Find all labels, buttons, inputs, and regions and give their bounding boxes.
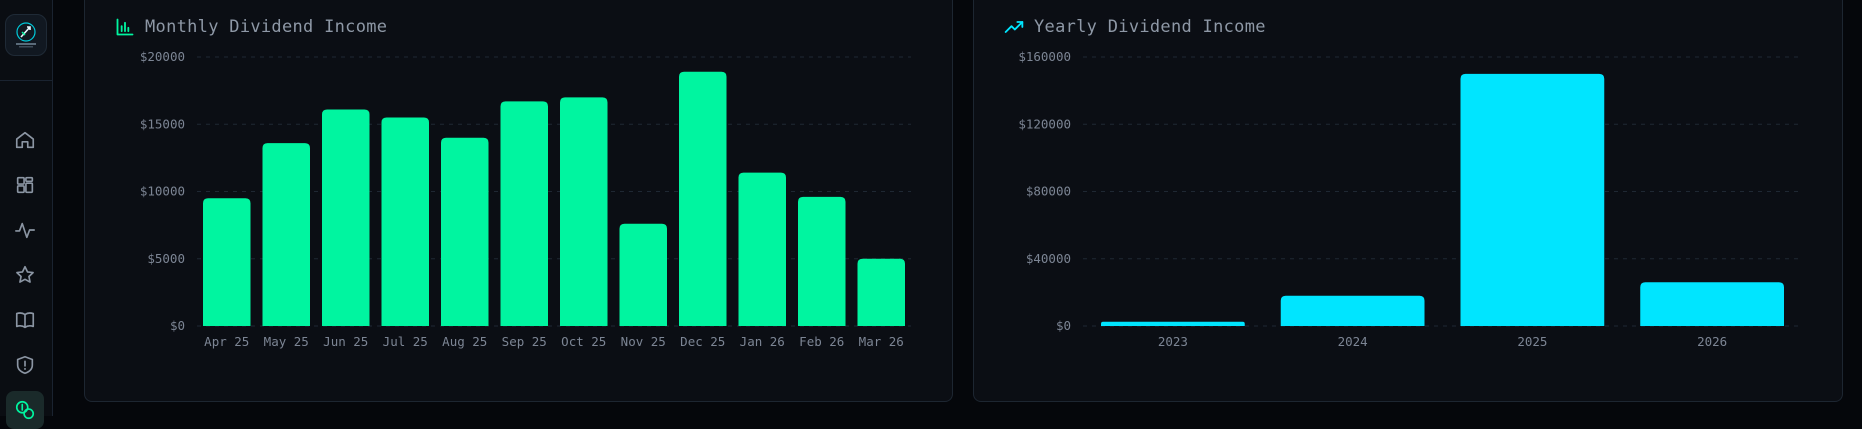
yearly-x-tick-label: 2024	[1338, 334, 1368, 349]
sidebar-item-security[interactable]	[6, 346, 44, 384]
yearly-dividend-chart: $0 $40000 $80000 $120000 $160000 2023 2024 2025…	[1018, 49, 1802, 349]
monthly-y-tick-label: $5000	[147, 251, 185, 266]
monthly-x-tick-label: May 25	[264, 334, 309, 349]
monthly-bar-aug-25[interactable]	[441, 137, 489, 326]
yearly-x-tick-label: 2026	[1697, 334, 1727, 349]
monthly-bar-may-25[interactable]	[262, 143, 311, 326]
app-logo[interactable]	[5, 14, 47, 56]
monthly-bar-jun-25[interactable]	[322, 109, 370, 326]
sidebar-item-dashboard[interactable]	[6, 166, 44, 204]
dashboard-icon	[16, 176, 34, 194]
sidebar-item-home[interactable]	[6, 121, 44, 159]
trending-up-icon	[1004, 21, 1024, 33]
monthly-x-tick-label: Jun 25	[323, 334, 368, 349]
monthly-x-tick-label: Apr 25	[204, 334, 249, 349]
monthly-x-tick-label: Nov 25	[621, 334, 666, 349]
dividends-icon	[15, 400, 35, 420]
monthly-bar-oct-25[interactable]	[560, 97, 608, 326]
monthly-x-tick-label: Dec 25	[680, 334, 725, 349]
yearly-y-tick-label: $120000	[1018, 116, 1071, 131]
yearly-bar-2026[interactable]	[1640, 282, 1784, 326]
sidebar	[0, 0, 53, 429]
yearly-x-tick-label: 2025	[1517, 334, 1547, 349]
sidebar-item-journal[interactable]	[6, 301, 44, 339]
monthly-bar-nov-25[interactable]	[619, 223, 668, 326]
monthly-y-tick-label: $20000	[140, 49, 185, 64]
yearly-bar-2025[interactable]	[1460, 73, 1605, 326]
monthly-x-tick-label: Feb 26	[799, 334, 844, 349]
book-icon	[15, 312, 35, 329]
monthly-x-tick-label: Jan 26	[740, 334, 785, 349]
sidebar-item-watchlist[interactable]	[6, 256, 44, 294]
monthly-dividend-card: Monthly Dividend Income $0 $5000 $10000 $15…	[84, 0, 953, 402]
sidebar-divider	[0, 80, 52, 81]
yearly-dividend-card: Yearly Dividend Income $0 $40000 $80000 $12…	[973, 0, 1843, 402]
yearly-card-header: Yearly Dividend Income	[1004, 17, 1266, 37]
monthly-bar-mar-26[interactable]	[857, 258, 906, 326]
yearly-y-tick-label: $160000	[1018, 49, 1071, 64]
monthly-bar-apr-25[interactable]	[203, 198, 251, 326]
yearly-card-title: Yearly Dividend Income	[1034, 17, 1266, 37]
yearly-bar-2024[interactable]	[1280, 295, 1425, 326]
yearly-y-tick-label: $40000	[1026, 251, 1071, 266]
monthly-y-tick-label: $0	[170, 318, 185, 333]
monthly-bar-jul-25[interactable]	[381, 117, 430, 326]
monthly-y-tick-label: $10000	[140, 184, 185, 199]
yearly-y-tick-label: $0	[1056, 318, 1071, 333]
yearly-y-tick-label: $80000	[1026, 184, 1071, 199]
monthly-x-tick-label: Jul 25	[383, 334, 428, 349]
sidebar-item-activity[interactable]	[6, 211, 44, 249]
yearly-x-tick-label: 2023	[1158, 334, 1188, 349]
monthly-x-tick-label: Aug 25	[442, 334, 487, 349]
home-icon	[15, 131, 35, 149]
monthly-x-tick-label: Sep 25	[502, 334, 547, 349]
sidebar-item-dividends[interactable]	[6, 391, 44, 429]
monthly-x-tick-label: Mar 26	[859, 334, 904, 349]
monthly-bar-sep-25[interactable]	[500, 101, 549, 326]
monthly-bar-jan-26[interactable]	[738, 172, 787, 326]
activity-icon	[15, 222, 35, 239]
rocket-logo-icon	[16, 22, 36, 48]
monthly-dividend-chart: $0 $5000 $10000 $15000 $20000 Apr 25 May 25 Jun…	[140, 49, 911, 349]
monthly-card-header: Monthly Dividend Income	[115, 17, 387, 37]
star-icon	[16, 265, 34, 283]
bar-chart-icon	[116, 18, 134, 36]
monthly-x-tick-label: Oct 25	[561, 334, 606, 349]
shield-icon	[16, 355, 34, 375]
monthly-card-title: Monthly Dividend Income	[145, 17, 388, 37]
yearly-bar-2023[interactable]	[1101, 321, 1245, 326]
monthly-bar-feb-26[interactable]	[798, 196, 846, 326]
monthly-y-tick-label: $15000	[140, 116, 185, 131]
monthly-bar-dec-25[interactable]	[679, 71, 727, 326]
